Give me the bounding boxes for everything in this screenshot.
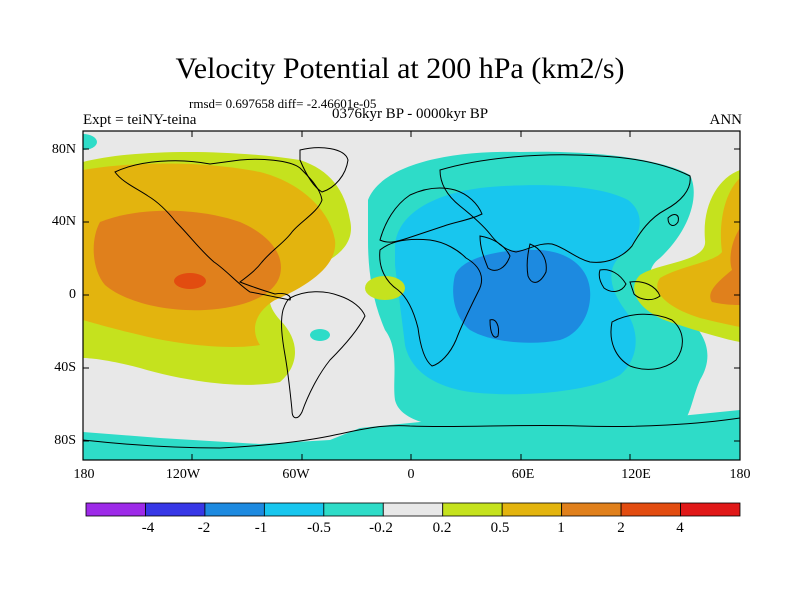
ytick-0: 0	[69, 287, 76, 302]
colorbar-swatch-6	[382, 502, 444, 517]
xtick-60w: 60W	[282, 467, 310, 482]
coast-antarctica	[83, 417, 740, 449]
colorbar	[85, 502, 741, 517]
colorbar-swatch-7	[442, 502, 503, 517]
ytick-40s: 40S	[54, 360, 76, 375]
colorbar-label-2: -2	[197, 520, 211, 536]
coast-south-america	[281, 291, 366, 419]
xtick-60e: 60E	[511, 467, 535, 482]
colorbar-swatch-1	[85, 502, 146, 517]
velocity-potential-field	[83, 131, 740, 460]
coast-africa	[379, 238, 482, 367]
colorbar-label-8: 1	[557, 520, 565, 536]
experiment-label: Expt = teiNY-teina	[83, 112, 197, 128]
colorbar-label-7: 0.5	[490, 520, 510, 536]
xtick-0: 0	[407, 467, 415, 482]
coast-north-america	[114, 158, 323, 301]
xtick-120w: 120W	[165, 467, 201, 482]
plot-title: Velocity Potential at 200 hPa (km2/s)	[175, 52, 625, 85]
colorbar-label-1: -4	[141, 520, 155, 536]
coast-greenland	[299, 147, 349, 193]
ytick-80n: 80N	[51, 142, 76, 157]
contour-pos-blob-atlantic	[365, 276, 405, 300]
period-label: 0376kyr BP - 0000kyr BP	[331, 106, 489, 122]
coast-europe	[379, 187, 483, 243]
colorbar-label-3: -1	[254, 520, 268, 536]
coast-arabia-india	[479, 235, 547, 283]
colorbar-label-10: 4	[676, 520, 684, 536]
xtick-120e: 120E	[621, 467, 651, 482]
coast-australia	[610, 313, 683, 370]
contour-pos-orange	[93, 210, 281, 311]
ytick-80s: 80S	[54, 433, 76, 448]
colorbar-label-5: -0.2	[369, 520, 393, 536]
colorbar-label-6: 0.2	[432, 520, 452, 536]
season-label: ANN	[709, 112, 743, 128]
coast-asia	[439, 154, 691, 263]
colorbar-swatch-3	[204, 502, 265, 517]
colorbar-label-4: -0.5	[307, 520, 331, 536]
xtick-180e: 180	[729, 467, 751, 482]
colorbar-swatch-5	[323, 502, 384, 517]
coastlines	[83, 147, 740, 449]
colorbar-label-9: 2	[617, 520, 625, 536]
contour-pos-peak	[174, 273, 206, 289]
axis-ticks	[82, 131, 741, 460]
contour-neg-teal-blob-1	[310, 329, 330, 341]
stats-label: rmsd= 0.697658 diff= -2.46601e-05	[189, 96, 377, 111]
xtick-180w: 180	[73, 467, 95, 482]
contour-neg-teal-blob-2	[83, 134, 97, 150]
colorbar-swatch-10	[620, 502, 681, 517]
coast-madagascar	[489, 319, 499, 338]
colorbar-swatch-4	[263, 502, 325, 517]
coast-maritime	[598, 269, 661, 301]
contour-neg-blue	[453, 249, 591, 343]
ytick-40n: 40N	[51, 214, 76, 229]
colorbar-swatch-9	[561, 502, 622, 517]
coast-japan	[667, 214, 679, 226]
colorbar-swatch-2	[145, 502, 206, 517]
contour-pos-east-orange	[710, 228, 740, 305]
colorbar-swatch-8	[501, 502, 563, 517]
colorbar-swatch-11	[680, 502, 741, 517]
